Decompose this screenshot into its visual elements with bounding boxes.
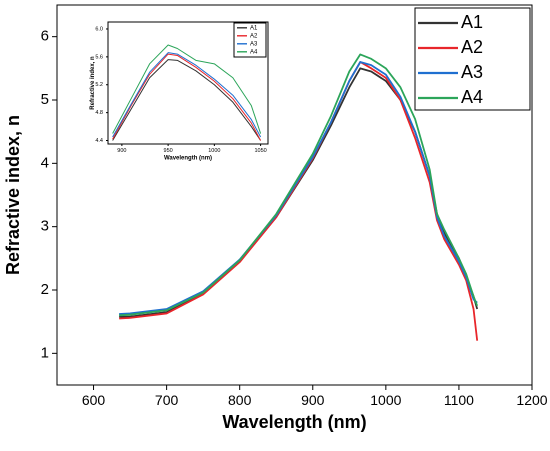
x-tick-label: 1000 <box>208 148 220 154</box>
legend-label: A3 <box>461 62 483 82</box>
y-tick-label: 4 <box>41 154 49 171</box>
plot-lines <box>119 53 479 341</box>
data-line <box>112 53 262 141</box>
x-axis-label: Wavelength (nm) <box>164 156 212 162</box>
y-tick-label: 6 <box>41 28 49 45</box>
y-tick-label: 4.4 <box>95 138 103 144</box>
x-tick-label: 1100 <box>444 392 474 408</box>
x-axis-label: Wavelength (nm) <box>222 412 366 432</box>
legend-label: A1 <box>461 12 483 32</box>
y-tick-label: 6.0 <box>95 26 103 32</box>
x-tick-label: 600 <box>82 392 106 408</box>
y-tick-label: 1 <box>41 344 49 361</box>
legend-label: A2 <box>250 33 258 39</box>
legend-label: A1 <box>250 25 258 31</box>
x-tick-label: 1050 <box>254 148 266 154</box>
plot-lines <box>112 44 262 141</box>
y-tick-label: 4.8 <box>95 110 103 116</box>
legend-box <box>414 7 531 111</box>
y-tick-label: 5 <box>41 91 49 108</box>
data-line <box>119 53 479 317</box>
x-tick-label: 900 <box>301 392 325 408</box>
data-line <box>119 61 479 341</box>
y-tick-label: 5.2 <box>95 82 103 88</box>
legend-label: A3 <box>250 41 258 47</box>
x-tick-label: 950 <box>164 148 173 154</box>
x-tick-label: 1200 <box>516 392 547 408</box>
y-axis-label: Refractive index, n <box>3 115 23 275</box>
y-tick-label: 2 <box>41 281 49 298</box>
x-tick-label: 900 <box>117 148 126 154</box>
y-tick-label: 3 <box>41 218 49 235</box>
data-line <box>112 52 262 138</box>
data-line <box>112 59 262 141</box>
legend-label: A4 <box>461 87 483 107</box>
legend-label: A4 <box>250 49 258 55</box>
legend-label: A2 <box>461 37 483 57</box>
y-tick-label: 5.6 <box>95 54 103 60</box>
x-tick-label: 1000 <box>370 392 401 408</box>
x-tick-label: 800 <box>228 392 252 408</box>
y-axis-label: Refractive index, n <box>90 56 96 110</box>
data-line <box>112 44 262 134</box>
x-tick-label: 700 <box>155 392 179 408</box>
